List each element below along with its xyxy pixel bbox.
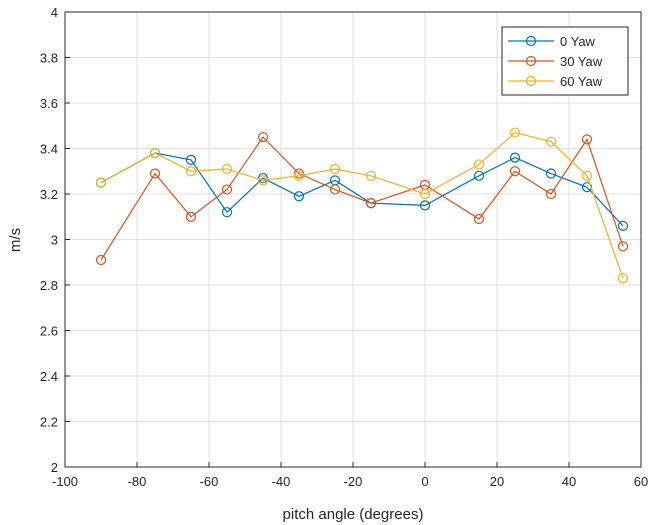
x-tick-label: -100 bbox=[52, 474, 78, 489]
y-tick-label: 2.6 bbox=[40, 324, 58, 339]
x-tick-label: -80 bbox=[128, 474, 147, 489]
x-tick-label: 40 bbox=[562, 474, 576, 489]
legend: 0 Yaw 30 Yaw 60 Yaw bbox=[502, 27, 628, 95]
x-tick-label: 60 bbox=[634, 474, 648, 489]
y-tick-label: 3.2 bbox=[40, 187, 58, 202]
y-axis-label: m/s bbox=[7, 228, 24, 252]
y-tick-label: 2.8 bbox=[40, 278, 58, 293]
x-tick-label: 0 bbox=[421, 474, 428, 489]
legend-label: 60 Yaw bbox=[560, 74, 603, 89]
x-axis-label: pitch angle (degrees) bbox=[283, 506, 424, 523]
y-tick-label: 3.8 bbox=[40, 51, 58, 66]
legend-label: 0 Yaw bbox=[560, 34, 596, 49]
x-tick-label: -60 bbox=[200, 474, 219, 489]
legend-label: 30 Yaw bbox=[560, 54, 603, 69]
x-tick-label: 20 bbox=[490, 474, 504, 489]
y-tick-label: 4 bbox=[51, 5, 58, 20]
y-tick-label: 2.4 bbox=[40, 369, 58, 384]
y-tick-label: 3.4 bbox=[40, 142, 58, 157]
y-tick-label: 2 bbox=[51, 460, 58, 475]
x-tick-label: -20 bbox=[344, 474, 363, 489]
x-tick-label: -40 bbox=[272, 474, 291, 489]
y-tick-label: 2.2 bbox=[40, 415, 58, 430]
y-tick-label: 3.6 bbox=[40, 96, 58, 111]
y-tick-label: 3 bbox=[51, 233, 58, 248]
